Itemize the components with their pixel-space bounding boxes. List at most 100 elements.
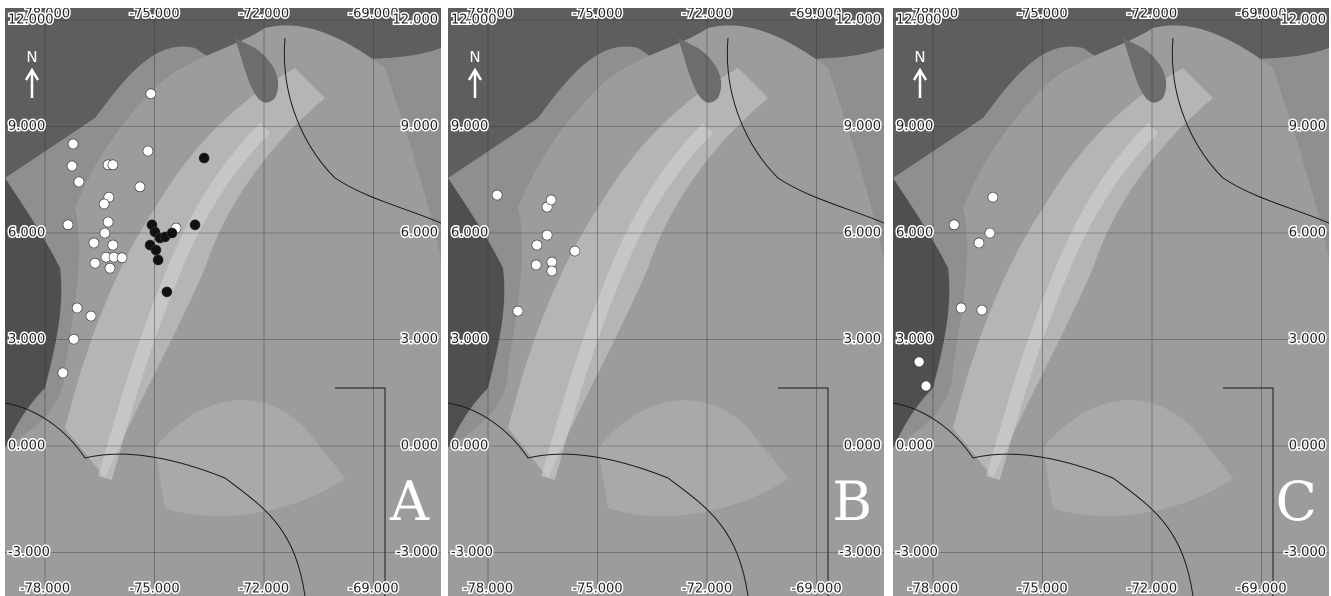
y-tick-label: 6.000 — [451, 226, 488, 241]
y-tick-label: 6.000 — [8, 226, 45, 241]
x-tick-label: -69.000 — [348, 582, 398, 596]
north-label: N — [469, 48, 480, 66]
occurrence-point — [89, 238, 99, 248]
y-tick-label: 0.000 — [8, 439, 45, 454]
occurrence-point — [135, 182, 145, 192]
y-tick-label: -3.000 — [396, 545, 438, 560]
occurrence-point — [974, 238, 984, 248]
y-tick-label: 0.000 — [1289, 439, 1326, 454]
x-tick-label: -72.000 — [1127, 582, 1177, 596]
y-tick-label: 3.000 — [844, 332, 881, 347]
x-tick-label: -78.000 — [20, 582, 70, 596]
y-tick-label: 0.000 — [451, 439, 488, 454]
occurrence-point — [492, 190, 502, 200]
x-tick-label: -69.000 — [791, 582, 841, 596]
x-tick-label: -75.000 — [572, 7, 622, 22]
y-tick-label: 9.000 — [1289, 119, 1326, 134]
occurrence-point — [531, 260, 541, 270]
x-tick-label: -69.000 — [348, 7, 398, 22]
map-panel: -78.000-78.000-75.000-75.000-72.000-72.0… — [448, 7, 884, 596]
occurrence-point — [153, 255, 163, 265]
panel-letter: C — [1276, 470, 1317, 533]
x-tick-label: -78.000 — [908, 582, 958, 596]
occurrence-point — [86, 311, 96, 321]
map-panel: -78.000-78.000-75.000-75.000-72.000-72.0… — [893, 7, 1329, 596]
x-tick-label: -69.000 — [1236, 582, 1286, 596]
y-tick-label: 0.000 — [844, 439, 881, 454]
x-tick-label: -72.000 — [239, 7, 289, 22]
occurrence-point — [117, 253, 127, 263]
occurrence-point — [146, 89, 156, 99]
y-tick-label: 12.000 — [451, 13, 497, 28]
occurrence-point — [99, 199, 109, 209]
relief — [893, 8, 1329, 596]
x-tick-label: -69.000 — [1236, 7, 1286, 22]
occurrence-point — [90, 258, 100, 268]
occurrence-point — [58, 368, 68, 378]
occurrence-point — [143, 146, 153, 156]
y-tick-label: -3.000 — [839, 545, 881, 560]
y-tick-label: 3.000 — [401, 332, 438, 347]
x-tick-label: -72.000 — [1127, 7, 1177, 22]
y-tick-label: -3.000 — [896, 545, 938, 560]
y-tick-label: 6.000 — [1289, 226, 1326, 241]
y-tick-label: 0.000 — [896, 439, 933, 454]
north-label: N — [26, 48, 37, 66]
y-tick-label: 6.000 — [401, 226, 438, 241]
occurrence-point — [63, 220, 73, 230]
occurrence-point — [108, 160, 118, 170]
y-tick-label: 9.000 — [8, 119, 45, 134]
occurrence-point — [977, 305, 987, 315]
y-tick-label: 9.000 — [401, 119, 438, 134]
occurrence-point — [162, 287, 172, 297]
north-label: N — [914, 48, 925, 66]
y-tick-label: 6.000 — [844, 226, 881, 241]
y-tick-label: 12.000 — [896, 13, 942, 28]
figure: -78.000 -78.000 -75.000 -75.000 -72.000 -72.0… — [0, 0, 1331, 596]
occurrence-point — [547, 266, 557, 276]
occurrence-point — [167, 228, 177, 238]
relief — [5, 8, 441, 596]
panel-letter: A — [389, 470, 430, 533]
occurrence-point — [956, 303, 966, 313]
y-tick-label: 3.000 — [896, 332, 933, 347]
occurrence-point — [546, 195, 556, 205]
y-tick-label: 0.000 — [401, 439, 438, 454]
occurrence-point — [67, 161, 77, 171]
occurrence-point — [532, 240, 542, 250]
occurrence-point — [72, 303, 82, 313]
map-panel: -78.000-78.000-75.000-75.000-72.000-72.0… — [5, 7, 441, 596]
occurrence-point — [542, 230, 552, 240]
occurrence-point — [151, 245, 161, 255]
x-tick-label: -72.000 — [682, 7, 732, 22]
x-tick-label: -75.000 — [1017, 582, 1067, 596]
occurrence-point — [103, 217, 113, 227]
y-tick-label: -3.000 — [1284, 545, 1326, 560]
y-tick-label: 9.000 — [451, 119, 488, 134]
occurrence-point — [914, 357, 924, 367]
occurrence-point — [949, 220, 959, 230]
y-tick-label: 12.000 — [836, 13, 882, 28]
y-tick-label: 9.000 — [844, 119, 881, 134]
x-tick-label: -78.000 — [463, 582, 513, 596]
occurrence-point — [105, 263, 115, 273]
x-tick-label: -72.000 — [239, 582, 289, 596]
y-tick-label: 12.000 — [8, 13, 54, 28]
occurrence-point — [570, 246, 580, 256]
x-tick-label: -75.000 — [129, 7, 179, 22]
occurrence-point — [69, 334, 79, 344]
occurrence-point — [547, 257, 557, 267]
y-tick-label: 3.000 — [8, 332, 45, 347]
y-tick-label: 9.000 — [896, 119, 933, 134]
occurrence-point — [513, 306, 523, 316]
y-tick-label: -3.000 — [8, 545, 50, 560]
occurrence-point — [190, 220, 200, 230]
occurrence-point — [921, 381, 931, 391]
occurrence-point — [68, 139, 78, 149]
x-tick-label: -72.000 — [682, 582, 732, 596]
panel-letter: B — [832, 470, 872, 533]
y-tick-label: -3.000 — [451, 545, 493, 560]
x-tick-label: -75.000 — [1017, 7, 1067, 22]
y-tick-label: 3.000 — [451, 332, 488, 347]
x-tick-label: -69.000 — [791, 7, 841, 22]
